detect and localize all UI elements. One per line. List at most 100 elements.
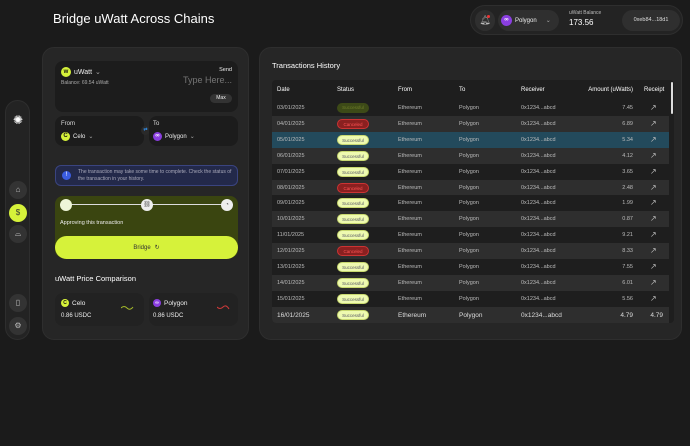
token-selector[interactable]: w uWatt ⌄: [61, 67, 101, 77]
cell-to: Polygon: [459, 105, 479, 111]
external-link-icon[interactable]: ↗: [650, 118, 657, 128]
page-title: Bridge uWatt Across Chains: [53, 11, 215, 26]
external-link-icon[interactable]: ↗: [650, 103, 657, 112]
external-link-icon[interactable]: ↗: [650, 230, 657, 240]
table-row[interactable]: 03/01/2025 Successful Ethereum Polygon 0x123…: [272, 100, 669, 116]
cell-amount: 2.48: [622, 184, 633, 191]
cell-receiver: 0x1234...abcd: [521, 200, 556, 207]
amount-input[interactable]: [142, 75, 232, 85]
max-button[interactable]: Max: [210, 94, 232, 103]
external-link-icon[interactable]: ↗: [650, 214, 657, 224]
history-title: Transactions History: [272, 61, 341, 70]
cell-from: Ethereum: [398, 232, 422, 239]
cell-from: Ethereum: [398, 136, 422, 143]
table-row[interactable]: 15/01/2025 Successful Ethereum Polygon 0x123…: [272, 290, 669, 307]
table-row[interactable]: 13/01/2025 Successful Ethereum Polygon 0x123…: [272, 259, 669, 275]
external-link-icon[interactable]: ↗: [650, 262, 657, 271]
cell-date: 10/01/2025: [277, 216, 305, 223]
column-header: From: [398, 87, 412, 93]
external-link-icon[interactable]: ↗: [650, 246, 657, 256]
column-header: Status: [337, 87, 355, 93]
info-notice: ! The transaction may take some time to …: [55, 165, 238, 186]
cell-from: Ethereum: [398, 120, 422, 127]
table-row[interactable]: 04/01/2025 Canceled Ethereum Polygon 0x1234.…: [272, 115, 669, 132]
loading-icon: ↻: [154, 245, 160, 251]
notice-text: The transaction may take some time to co…: [78, 169, 232, 182]
table-row[interactable]: 10/01/2025 Successful Ethereum Polygon 0x123…: [272, 211, 669, 228]
book-icon[interactable]: ▯: [9, 294, 27, 312]
settings-icon[interactable]: ⚙: [9, 317, 27, 335]
scrollbar[interactable]: [671, 82, 673, 114]
to-chain-card[interactable]: To ∞ Polygon ⌄: [149, 116, 238, 146]
external-link-icon[interactable]: ↗: [650, 293, 657, 303]
table-header: Date Status From To Receiver Amount (uWatts) R…: [272, 82, 669, 98]
table-row[interactable]: 09/01/2025 Successful Ethereum Polygon 0x123…: [272, 195, 669, 212]
cell-to: Polygon: [459, 120, 479, 127]
cell-from: Ethereum: [398, 216, 422, 223]
external-link-icon[interactable]: ↗: [650, 150, 657, 160]
column-header: To: [459, 87, 466, 93]
bridge-button[interactable]: Bridge ↻: [55, 236, 238, 259]
table-row[interactable]: 08/01/2025 Canceled Ethereum Polygon 0x1234.…: [272, 179, 669, 196]
table-row[interactable]: 05/01/2025 Successful Ethereum Polygon 0x123…: [272, 131, 669, 148]
status-badge: Canceled: [337, 182, 369, 193]
cell-receiver: 0x1234...abcd: [521, 136, 556, 143]
chain-name: Celo: [72, 299, 86, 307]
from-chain-card[interactable]: From C Celo ⌄: [55, 116, 144, 146]
cell-to: Polygon: [459, 168, 479, 175]
cell-amount: 7.45: [622, 105, 633, 111]
status-badge: Successful: [337, 166, 369, 177]
cell-receiver: 0x1234...abcd: [521, 168, 556, 175]
transactions-table: Date Status From To Receiver Amount (uWatts) R…: [272, 80, 674, 323]
table-row[interactable]: 12/01/2025 Canceled Ethereum Polygon 0x1234.…: [272, 243, 669, 260]
network-selector[interactable]: ∞ Polygon ⌄: [498, 10, 559, 31]
logo-icon: ✺: [12, 113, 24, 127]
cell-amount: 3.65: [622, 168, 633, 175]
cell-date: 04/01/2025: [277, 120, 305, 127]
cell-date: 03/01/2025: [277, 105, 305, 111]
trend-up-icon: [121, 306, 134, 310]
table-row[interactable]: 11/01/2025 Successful Ethereum Polygon 0x123…: [272, 227, 669, 244]
celo-icon: C: [61, 132, 70, 141]
cell-to: Polygon: [459, 216, 479, 223]
polygon-icon: ∞: [501, 15, 512, 26]
cell-receiver: 0x1234...abcd: [521, 184, 556, 191]
cell-to: Polygon: [459, 200, 479, 207]
cell-to: Polygon: [459, 264, 479, 270]
cell-amount: 4.12: [622, 152, 633, 159]
table-row[interactable]: 07/01/2025 Successful Ethereum Polygon 0x123…: [272, 163, 669, 180]
status-badge: Canceled: [337, 118, 369, 129]
notification-button[interactable]: 🔔︎: [475, 10, 495, 31]
external-link-icon[interactable]: ↗: [650, 166, 657, 176]
cell-receiver: 0x1234...abcd: [521, 120, 556, 127]
cell-to: Polygon: [459, 279, 479, 286]
status-badge: Successful: [337, 214, 369, 225]
table-row[interactable]: 06/01/2025 Successful Ethereum Polygon 0x123…: [272, 147, 669, 164]
external-link-icon[interactable]: ↗: [650, 134, 657, 144]
cell-to: Polygon: [459, 311, 483, 319]
external-link-icon[interactable]: ↗: [650, 182, 657, 192]
cell-date: 12/01/2025: [277, 248, 305, 255]
external-link-icon[interactable]: ↗: [650, 277, 657, 287]
table-row[interactable]: 16/01/2025 Successful Ethereum Polygon 0x123…: [272, 306, 669, 323]
cell-receiver: 0x1234...abcd: [521, 232, 556, 239]
cell-amount: 0.87: [622, 216, 633, 223]
cell-from: Ethereum: [398, 105, 422, 111]
table-row[interactable]: 14/01/2025 Successful Ethereum Polygon 0x123…: [272, 274, 669, 291]
price-card-celo: C Celo 0.86 USDC: [55, 293, 144, 326]
cell-receipt: 4.79: [650, 311, 663, 319]
chain-price: 0.86 USDC: [153, 313, 184, 319]
bridge-icon[interactable]: $: [9, 204, 27, 222]
cell-date: 11/01/2025: [277, 232, 305, 239]
column-header: Receipt: [644, 87, 665, 93]
cell-date: 13/01/2025: [277, 264, 305, 270]
wallet-button[interactable]: 0xeb84...18d1: [622, 10, 680, 31]
home-icon[interactable]: ⌂: [9, 181, 27, 199]
cell-from: Ethereum: [398, 248, 422, 255]
cell-date: 07/01/2025: [277, 168, 305, 175]
gamepad-icon[interactable]: ⌓: [9, 225, 27, 243]
bell-icon: 🔔︎: [479, 15, 491, 25]
swap-icon[interactable]: ⇄: [141, 126, 150, 135]
external-link-icon[interactable]: ↗: [650, 198, 657, 208]
